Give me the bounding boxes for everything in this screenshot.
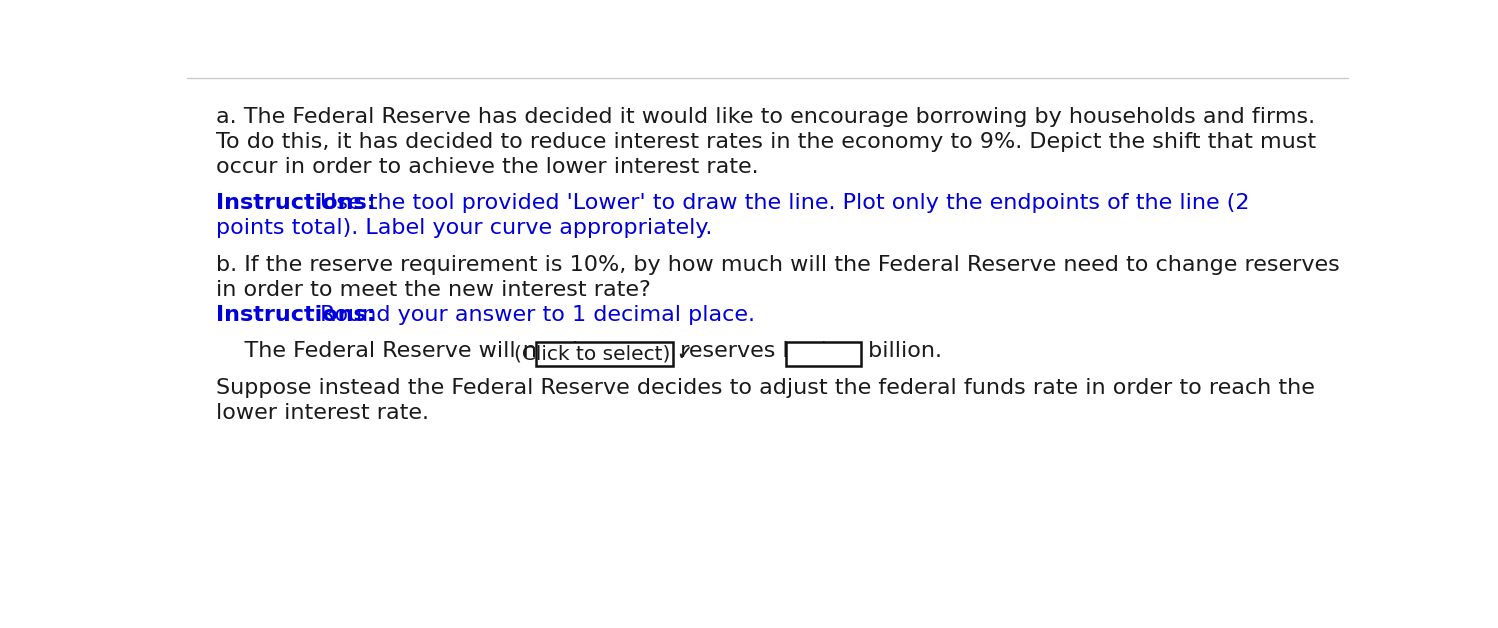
Text: in order to meet the new interest rate?: in order to meet the new interest rate? — [216, 280, 652, 300]
Text: occur in order to achieve the lower interest rate.: occur in order to achieve the lower inte… — [216, 157, 759, 177]
Text: Use the tool provided 'Lower' to draw the line. Plot only the endpoints of the l: Use the tool provided 'Lower' to draw th… — [313, 193, 1249, 214]
Text: a. The Federal Reserve has decided it would like to encourage borrowing by house: a. The Federal Reserve has decided it wo… — [216, 107, 1315, 127]
Text: Round your answer to 1 decimal place.: Round your answer to 1 decimal place. — [313, 305, 755, 325]
Text: Instructions:: Instructions: — [216, 305, 376, 325]
Text: The Federal Reserve will need to: The Federal Reserve will need to — [216, 342, 616, 361]
Text: To do this, it has decided to reduce interest rates in the economy to 9%. Depict: To do this, it has decided to reduce int… — [216, 132, 1317, 152]
Text: Suppose instead the Federal Reserve decides to adjust the federal funds rate in : Suppose instead the Federal Reserve deci… — [216, 377, 1315, 398]
Text: (Click to select) ✓: (Click to select) ✓ — [514, 344, 694, 364]
Text: billion.: billion. — [860, 342, 942, 361]
FancyBboxPatch shape — [536, 342, 673, 366]
Text: Instructions:: Instructions: — [216, 193, 376, 214]
Text: b. If the reserve requirement is 10%, by how much will the Federal Reserve need : b. If the reserve requirement is 10%, by… — [216, 255, 1341, 275]
Text: lower interest rate.: lower interest rate. — [216, 403, 430, 423]
Text: points total). Label your curve appropriately.: points total). Label your curve appropri… — [216, 219, 713, 239]
FancyBboxPatch shape — [786, 342, 860, 366]
Text: reserves by $: reserves by $ — [673, 342, 831, 361]
